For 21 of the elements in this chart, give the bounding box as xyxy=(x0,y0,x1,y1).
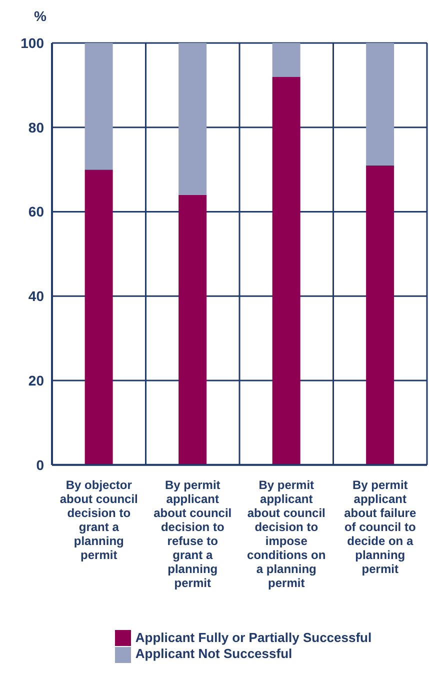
bar xyxy=(178,194,207,465)
y-tick-label: 60 xyxy=(28,204,44,220)
bar xyxy=(366,43,394,166)
x-tick-label: By objector about council decision to grant a planning permit xyxy=(60,478,138,562)
x-tick-label: By permit applicant about failure of council to decide on a planning permit xyxy=(344,478,416,576)
y-axis-title: % xyxy=(34,8,46,24)
bar xyxy=(272,43,300,77)
bar xyxy=(84,170,113,465)
bar xyxy=(84,43,113,170)
y-tick-label: 20 xyxy=(28,372,44,388)
bar xyxy=(272,76,300,465)
legend-label: Applicant Not Successful xyxy=(135,646,292,662)
y-tick-label: 40 xyxy=(28,288,44,304)
x-tick-label: By permit applicant about council decision to refuse to grant a planning permit xyxy=(154,478,232,590)
bar xyxy=(178,43,207,195)
y-tick-label: 0 xyxy=(36,456,44,473)
y-tick-label: 100 xyxy=(20,34,44,51)
bar xyxy=(366,165,394,465)
x-tick-label: By permit applicant about council decision to impose conditions on a planning permit xyxy=(247,478,326,590)
y-tick-label: 80 xyxy=(28,119,44,136)
legend-label: Applicant Fully or Partially Successful xyxy=(135,630,372,645)
